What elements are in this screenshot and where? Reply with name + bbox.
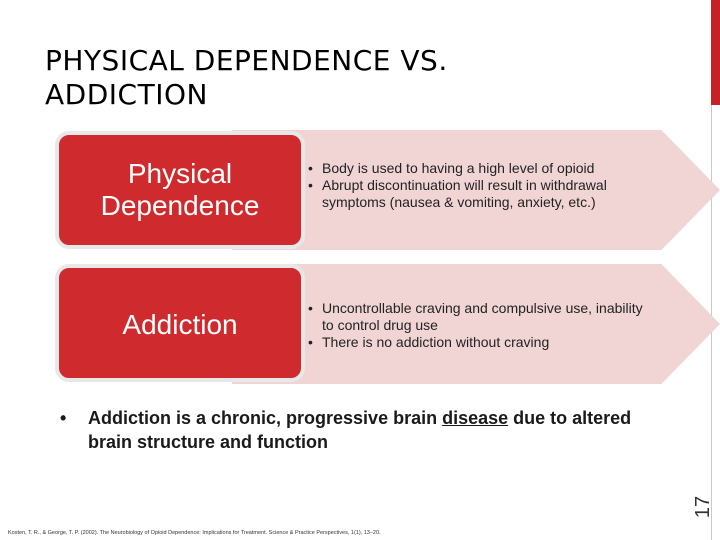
main-point: • Addiction is a chronic, progressive bra… [58, 406, 678, 454]
bullet-item: Uncontrollable craving and compulsive us… [308, 300, 653, 334]
bullet-list-addiction: Uncontrollable craving and compulsive us… [308, 300, 653, 351]
slide-title: PHYSICAL DEPENDENCE VS. ADDICTION [45, 44, 665, 112]
main-point-after: due to altered brain structure and funct… [88, 408, 632, 452]
bullet-list-physical-dependence: Body is used to having a high level of o… [308, 160, 648, 211]
bullet-item: Body is used to having a high level of o… [308, 160, 648, 177]
label-addiction: Addiction [122, 309, 238, 340]
main-point-underlined: disease [442, 408, 509, 428]
label-box-addiction: Addiction [55, 264, 305, 382]
citation: Kosten, T. R., & George, T. P. (2002). T… [8, 530, 381, 536]
bullet-item: There is no addiction without craving [308, 334, 653, 351]
slide-number: 17 [692, 495, 714, 519]
bullet-item: Abrupt discontinuation will result in wi… [308, 177, 648, 211]
bullet-dot: • [60, 408, 67, 428]
label-box-physical-dependence: Physical Dependence [55, 131, 305, 249]
label-physical-dependence: Physical Dependence [100, 158, 260, 221]
title-line-2: ADDICTION [45, 78, 208, 111]
main-point-before: Addiction is a chronic, progressive brai… [88, 408, 443, 428]
title-line-1: PHYSICAL DEPENDENCE VS. [45, 44, 448, 77]
accent-bar [711, 0, 720, 105]
